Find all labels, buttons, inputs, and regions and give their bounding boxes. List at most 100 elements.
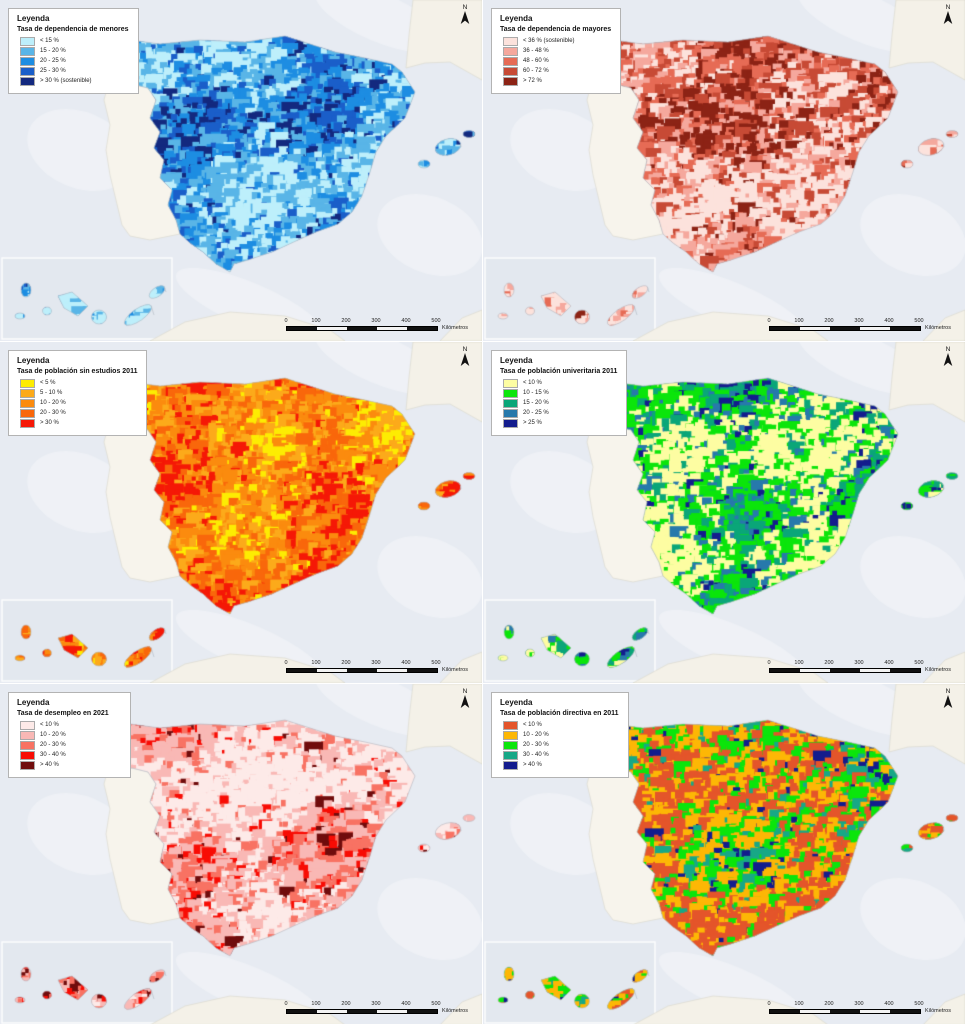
scale-bar-segments bbox=[286, 325, 439, 331]
legend-class-label: > 30 % bbox=[40, 420, 59, 426]
legend-class-label: < 10 % bbox=[523, 380, 542, 386]
legend-map-title: Tasa de desempleo en 2021 bbox=[17, 710, 109, 717]
legend-class-row: < 10 % bbox=[20, 720, 121, 730]
scale-tick-label: 0 bbox=[284, 660, 288, 666]
scale-tick-label: 0 bbox=[284, 318, 288, 324]
legend-class-row: 10 - 15 % bbox=[503, 388, 617, 398]
legend-class-label: 10 - 20 % bbox=[40, 400, 66, 406]
scale-bar-segment bbox=[860, 1009, 891, 1013]
scale-tick-label: 100 bbox=[794, 1001, 804, 1007]
legend-map-title: Tasa de población directiva en 2011 bbox=[500, 710, 619, 717]
north-arrow: N bbox=[941, 4, 955, 25]
scale-bar-segment bbox=[347, 326, 378, 330]
legend-class-label: 30 - 40 % bbox=[523, 752, 549, 758]
scale-bar-segments bbox=[769, 325, 922, 331]
legend-classes: < 15 % 15 - 20 % 20 - 25 % 25 - 30 % > 30 % … bbox=[17, 36, 129, 86]
scale-tick-label: 100 bbox=[794, 660, 804, 666]
scale-tick-label: 500 bbox=[914, 660, 924, 666]
scale-bar-segment bbox=[890, 1009, 921, 1013]
legend-class-label: > 40 % bbox=[40, 762, 59, 768]
scale-bar-segment bbox=[407, 1009, 438, 1013]
legend-class-row: > 30 % bbox=[20, 418, 137, 428]
legend-swatch bbox=[20, 398, 35, 408]
scale-bar-segment bbox=[830, 1009, 861, 1013]
scale-unit-label: Kilómetros bbox=[925, 1008, 951, 1014]
legend-class-label: 20 - 25 % bbox=[523, 410, 549, 416]
north-arrow: N bbox=[458, 688, 472, 709]
legend-classes: < 10 % 10 - 15 % 15 - 20 % 20 - 25 % > 25 % bbox=[500, 378, 617, 428]
scale-bar: 0 100 200 300 400 500 Kilómetros bbox=[284, 1001, 468, 1014]
legend-swatch bbox=[503, 388, 518, 398]
scale-bar-segment bbox=[287, 668, 318, 672]
legend-swatch bbox=[503, 408, 518, 418]
legend-swatch bbox=[20, 750, 35, 760]
legend-swatch bbox=[20, 36, 35, 46]
legend-swatch bbox=[20, 388, 35, 398]
legend-swatch bbox=[503, 46, 518, 56]
map-legend: Leyenda Tasa de población directiva en 2… bbox=[491, 692, 629, 778]
legend-class-row: < 36 % (sostenible) bbox=[503, 36, 611, 46]
legend-swatch bbox=[503, 76, 518, 86]
scale-tick-label: 200 bbox=[824, 318, 834, 324]
legend-title: Leyenda bbox=[17, 14, 50, 23]
legend-classes: < 10 % 10 - 20 % 20 - 30 % 30 - 40 % > 40 % bbox=[17, 720, 121, 770]
map-panel-desempleo: Leyenda Tasa de desempleo en 2021 < 10 %… bbox=[0, 684, 482, 1024]
scale-bar-segment bbox=[830, 668, 861, 672]
legend-class-row: 20 - 25 % bbox=[20, 56, 129, 66]
legend-class-row: < 5 % bbox=[20, 378, 137, 388]
scale-bar-segment bbox=[287, 1009, 318, 1013]
legend-swatch bbox=[503, 398, 518, 408]
legend-class-label: 60 - 72 % bbox=[523, 68, 549, 74]
scale-tick-label: 300 bbox=[854, 318, 864, 324]
legend-class-row: < 15 % bbox=[20, 36, 129, 46]
scale-bar: 0 100 200 300 400 500 Kilómetros bbox=[767, 1001, 951, 1014]
legend-class-row: 20 - 30 % bbox=[20, 408, 137, 418]
legend-class-label: < 15 % bbox=[40, 38, 59, 44]
scale-tick-label: 400 bbox=[884, 660, 894, 666]
legend-class-row: 10 - 20 % bbox=[20, 730, 121, 740]
map-panel-dependencia-menores: Leyenda Tasa de dependencia de menores <… bbox=[0, 0, 482, 341]
north-arrow-icon bbox=[460, 695, 470, 708]
legend-class-label: 48 - 60 % bbox=[523, 58, 549, 64]
scale-bar-segment bbox=[800, 326, 831, 330]
legend-swatch bbox=[503, 378, 518, 388]
north-label: N bbox=[945, 4, 951, 11]
scale-tick-label: 300 bbox=[371, 660, 381, 666]
scale-ticks: 0 100 200 300 400 500 bbox=[767, 1001, 923, 1008]
scale-tick-label: 400 bbox=[401, 660, 411, 666]
legend-class-label: > 25 % bbox=[523, 420, 542, 426]
legend-swatch bbox=[20, 740, 35, 750]
scale-tick-label: 400 bbox=[884, 1001, 894, 1007]
legend-map-title: Tasa de población sin estudios 2011 bbox=[17, 368, 138, 375]
legend-class-row: 36 - 48 % bbox=[503, 46, 611, 56]
scale-tick-label: 500 bbox=[431, 318, 441, 324]
scale-unit-label: Kilómetros bbox=[925, 667, 951, 673]
legend-swatch bbox=[20, 720, 35, 730]
legend-class-row: 15 - 20 % bbox=[20, 46, 129, 56]
legend-class-label: > 72 % bbox=[523, 78, 542, 84]
scale-bar-segments bbox=[286, 1008, 439, 1014]
legend-class-label: 25 - 30 % bbox=[40, 68, 66, 74]
scale-tick-label: 300 bbox=[371, 318, 381, 324]
map-panel-dependencia-mayores: Leyenda Tasa de dependencia de mayores <… bbox=[483, 0, 965, 341]
scale-tick-label: 500 bbox=[914, 1001, 924, 1007]
legend-class-label: 5 - 10 % bbox=[40, 390, 63, 396]
legend-class-label: 20 - 30 % bbox=[40, 410, 66, 416]
legend-class-row: > 30 % (sostenible) bbox=[20, 76, 129, 86]
north-arrow-icon bbox=[943, 695, 953, 708]
legend-class-row: 30 - 40 % bbox=[20, 750, 121, 760]
legend-class-row: 48 - 60 % bbox=[503, 56, 611, 66]
north-label: N bbox=[462, 4, 468, 11]
scale-tick-label: 500 bbox=[431, 1001, 441, 1007]
legend-title: Leyenda bbox=[500, 698, 533, 707]
legend-class-row: 20 - 30 % bbox=[503, 740, 619, 750]
legend-swatch bbox=[503, 760, 518, 770]
legend-classes: < 10 % 10 - 20 % 20 - 30 % 30 - 40 % > 40 % bbox=[500, 720, 619, 770]
scale-bar-segment bbox=[377, 668, 408, 672]
scale-unit-label: Kilómetros bbox=[442, 325, 468, 331]
legend-swatch bbox=[20, 418, 35, 428]
scale-bar-segment bbox=[770, 1009, 801, 1013]
north-arrow: N bbox=[941, 346, 955, 367]
map-panel-universitaria: Leyenda Tasa de población univeritaria 2… bbox=[483, 342, 965, 683]
legend-class-label: 36 - 48 % bbox=[523, 48, 549, 54]
